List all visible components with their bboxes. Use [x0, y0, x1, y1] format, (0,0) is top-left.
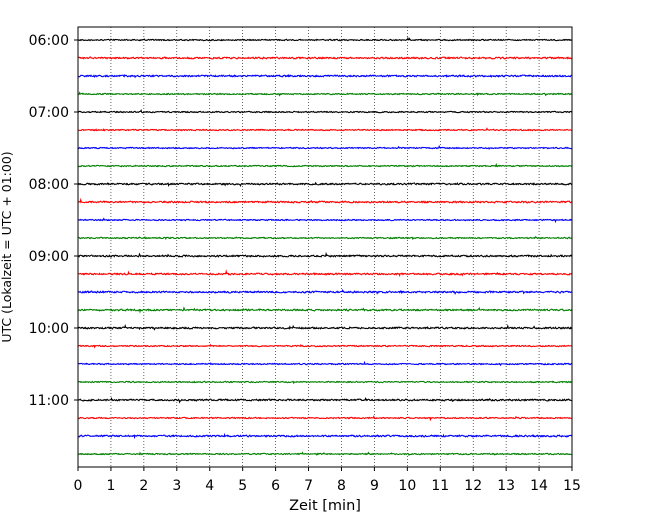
x-axis-label: Zeit [min] [289, 498, 361, 514]
x-tick-label: 9 [370, 478, 379, 494]
trace-line [77, 451, 573, 457]
x-tick-label: 4 [205, 478, 214, 494]
trace-line [77, 197, 573, 204]
trace-line [77, 360, 573, 367]
x-tick-label: 5 [238, 478, 247, 494]
trace-line [77, 396, 573, 404]
x-tick-label: 10 [398, 478, 416, 494]
y-tick-label: 08:00 [29, 177, 69, 193]
trace-line [77, 144, 573, 150]
trace-line [77, 414, 573, 422]
trace-line [77, 306, 573, 314]
plot-frame [77, 26, 573, 468]
x-tick-label: 6 [271, 478, 280, 494]
x-tick-label: 11 [431, 478, 449, 494]
trace-line [77, 432, 573, 440]
seismic-traces [77, 36, 573, 457]
y-tick-label: 11:00 [29, 393, 69, 409]
trace-line [77, 162, 573, 168]
trace-line [77, 91, 573, 97]
x-tick-label: 15 [563, 478, 581, 494]
trace-line [77, 109, 573, 114]
trace-line [77, 323, 573, 331]
x-tick-label: 7 [304, 478, 313, 494]
y-tick-label: 09:00 [29, 249, 69, 265]
trace-line [77, 56, 573, 60]
x-tick-label: 13 [497, 478, 515, 494]
trace-line [77, 36, 573, 42]
trace-line [77, 217, 573, 224]
x-tick-label: 2 [139, 478, 148, 494]
x-tick-label: 12 [464, 478, 482, 494]
x-tick-label: 1 [106, 478, 115, 494]
trace-line [77, 288, 573, 296]
trace-line [77, 343, 573, 349]
trace-line [77, 380, 573, 385]
y-axis-label: UTC (Lokalzeit = UTC + 01:00) [0, 151, 14, 342]
x-tick-label: 0 [74, 478, 83, 494]
y-axis-ticks: 06:00 07:00 08:00 09:00 10:00 11:00 [29, 33, 78, 409]
trace-line [77, 235, 573, 241]
trace-line [77, 73, 573, 79]
y-tick-label: 06:00 [29, 33, 69, 49]
x-tick-label: 14 [530, 478, 548, 494]
trace-line [77, 251, 573, 258]
y-tick-label: 10:00 [29, 321, 69, 337]
trace-line [77, 127, 573, 132]
trace-line [77, 269, 573, 278]
x-axis-ticks: 0 1 2 3 4 5 6 7 8 9 10 11 12 13 14 15 [74, 467, 581, 494]
grid-lines [110, 27, 540, 467]
trace-line [77, 181, 573, 188]
y-tick-label: 07:00 [29, 105, 69, 121]
x-tick-label: 8 [337, 478, 346, 494]
x-tick-label: 3 [172, 478, 181, 494]
